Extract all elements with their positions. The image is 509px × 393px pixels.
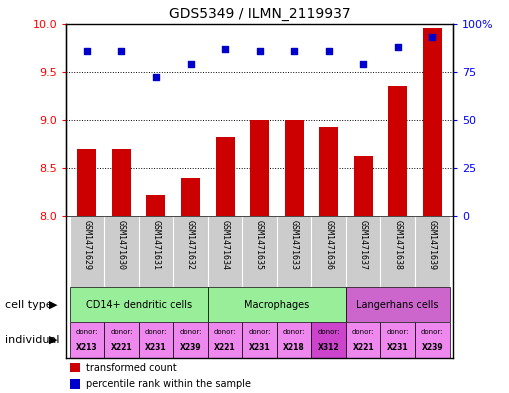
Text: donor:: donor: [214,329,236,335]
Bar [77,149,96,216]
Text: GSM1471639: GSM1471639 [428,220,437,270]
Bar [423,28,442,216]
Point [325,48,333,54]
Bar [242,322,277,358]
Text: donor:: donor: [318,329,340,335]
Point [393,44,402,50]
Text: GSM1471637: GSM1471637 [359,220,367,270]
Bar [208,322,242,358]
Bar [104,322,138,358]
Text: donor:: donor: [145,329,167,335]
Point [428,34,436,40]
Text: X312: X312 [318,343,340,352]
Text: X213: X213 [76,343,98,352]
Bar [346,287,449,322]
Bar [138,216,173,287]
Text: individual: individual [5,335,60,345]
Bar [312,216,346,287]
Text: X218: X218 [283,343,305,352]
Bar [380,322,415,358]
Bar [388,86,407,216]
Text: donor:: donor: [421,329,443,335]
Bar [70,287,208,322]
Text: X221: X221 [110,343,132,352]
Text: X231: X231 [249,343,270,352]
Text: donor:: donor: [352,329,375,335]
Text: GSM1471635: GSM1471635 [255,220,264,270]
Text: donor:: donor: [283,329,305,335]
Bar [208,216,242,287]
Text: GSM1471630: GSM1471630 [117,220,126,270]
Text: donor:: donor: [248,329,271,335]
Bar [70,322,104,358]
Text: GSM1471636: GSM1471636 [324,220,333,270]
Bar [173,216,208,287]
Bar [277,216,312,287]
Bar [380,216,415,287]
Bar [312,322,346,358]
Text: GSM1471638: GSM1471638 [393,220,402,270]
Text: GSM1471634: GSM1471634 [220,220,230,270]
Bar [70,379,80,389]
Point [359,61,367,67]
Text: X221: X221 [214,343,236,352]
Text: Macrophages: Macrophages [244,299,309,310]
Text: GSM1471629: GSM1471629 [82,220,92,270]
Text: X239: X239 [180,343,202,352]
Text: donor:: donor: [76,329,98,335]
Text: GSM1471633: GSM1471633 [290,220,299,270]
Point [152,74,160,81]
Text: cell type: cell type [5,299,53,310]
Text: ▶: ▶ [49,299,58,310]
Bar [319,127,338,216]
Text: donor:: donor: [110,329,133,335]
Bar [215,137,235,216]
Point [290,48,298,54]
Bar [70,363,80,373]
Text: transformed count: transformed count [86,362,176,373]
Text: ▶: ▶ [49,335,58,345]
Bar [250,120,269,216]
Bar [70,216,104,287]
Text: donor:: donor: [179,329,202,335]
Text: GSM1471631: GSM1471631 [152,220,160,270]
Text: donor:: donor: [386,329,409,335]
Point [118,48,126,54]
Text: GSM1471632: GSM1471632 [186,220,195,270]
Text: X221: X221 [352,343,374,352]
Bar [112,149,131,216]
Point [83,48,91,54]
Bar [208,287,346,322]
Bar [138,322,173,358]
Text: X231: X231 [145,343,167,352]
Bar [346,322,380,358]
Bar [173,322,208,358]
Bar [346,216,380,287]
Bar [415,216,449,287]
Text: Langerhans cells: Langerhans cells [356,299,439,310]
Bar [181,178,200,216]
Bar [285,120,304,216]
Text: CD14+ dendritic cells: CD14+ dendritic cells [86,299,192,310]
Bar [415,322,449,358]
Title: GDS5349 / ILMN_2119937: GDS5349 / ILMN_2119937 [169,7,350,21]
Point [256,48,264,54]
Bar [147,195,165,216]
Bar [354,156,373,216]
Point [221,46,229,52]
Text: X239: X239 [421,343,443,352]
Point [186,61,194,67]
Text: X231: X231 [387,343,409,352]
Bar [242,216,277,287]
Bar [104,216,138,287]
Text: percentile rank within the sample: percentile rank within the sample [86,379,250,389]
Bar [277,322,312,358]
